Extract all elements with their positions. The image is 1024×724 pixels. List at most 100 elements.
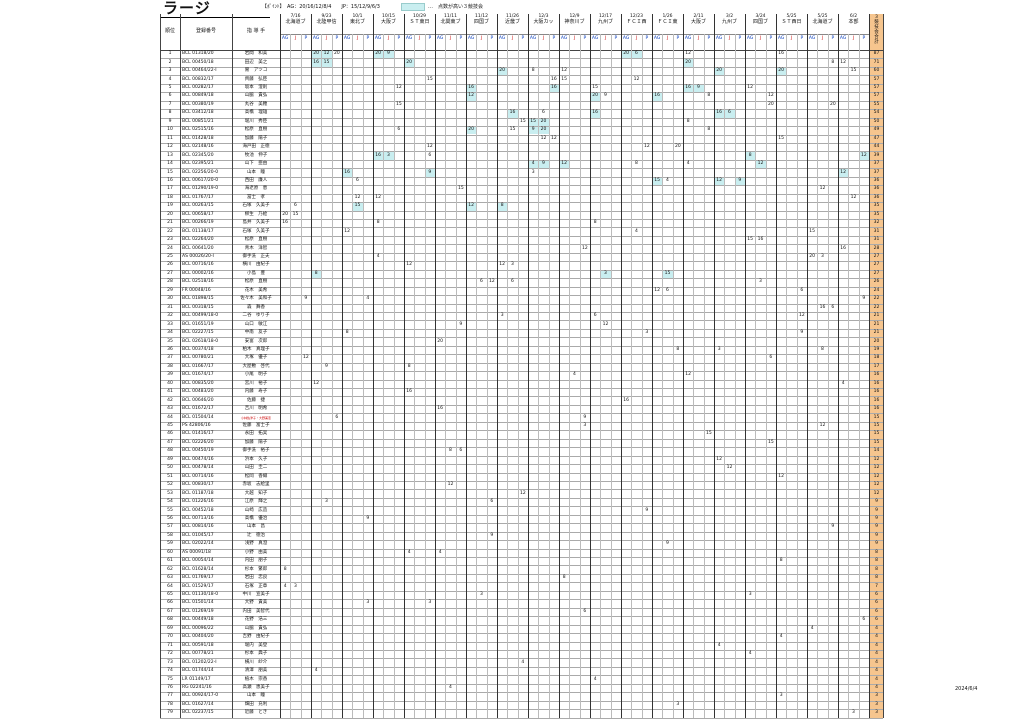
score-cell: 9	[542, 161, 545, 167]
handler-name-cell: 横川 紗介	[244, 659, 268, 665]
score-cell: 8	[635, 161, 638, 167]
score-cell: 12	[302, 355, 309, 361]
score-cell: 8	[531, 68, 535, 74]
rank-cell: 54	[167, 499, 173, 505]
comp-sub-ag: AG	[560, 36, 568, 41]
handler-name-cell: 赤坂 志絵里	[242, 482, 270, 488]
rank-cell: 38	[167, 363, 173, 369]
score-cell: 9	[459, 321, 463, 327]
subcol-rule	[507, 34, 508, 718]
score-cell: 8	[707, 127, 711, 133]
row-rule	[160, 700, 883, 702]
subcol-rule	[486, 34, 488, 718]
handler-name-cell: 山下 亜由	[244, 161, 268, 167]
total-cell: 44	[873, 144, 880, 150]
score-cell: 6	[769, 355, 773, 361]
comp-sub-p: P	[769, 36, 773, 41]
total-cell: 27	[873, 270, 880, 276]
rank-cell: 44	[167, 414, 173, 420]
reg-cell: BCL 01529/17	[182, 583, 214, 589]
subcol-rule	[352, 34, 353, 718]
score-cell: 6	[635, 51, 638, 57]
comp-sub-j: J	[294, 36, 297, 41]
comp-sub-p: P	[552, 36, 556, 41]
reg-cell: BCL 01744/14	[182, 668, 214, 674]
comp-venue: 北海道ブ	[285, 19, 306, 25]
total-cell: 21	[873, 330, 880, 336]
comp-venue: 大阪ブ	[690, 19, 706, 25]
subcol-rule	[817, 34, 818, 718]
row-rule	[160, 311, 883, 313]
score-cell: 15	[519, 118, 526, 124]
handler-name-cell: 吉川 明希	[244, 406, 268, 412]
rank-cell: 42	[167, 397, 173, 403]
reg-cell: BCL 01627/14	[182, 701, 214, 707]
row-rule	[160, 379, 883, 381]
reg-cell: BCL 02227/15	[182, 330, 214, 336]
reg-cell: BCL 02148/16	[182, 144, 214, 150]
subcol-rule	[300, 34, 302, 718]
total-cell: 60	[873, 68, 880, 74]
rank-cell: 55	[167, 507, 173, 513]
row-rule	[160, 176, 883, 178]
score-cell: 12	[561, 161, 568, 167]
total-cell: 28	[873, 245, 880, 251]
highlight-cell	[538, 126, 549, 135]
total-cell: 22	[873, 304, 880, 310]
reg-cell: BCL 01504/14	[182, 414, 214, 420]
col-rule	[621, 14, 622, 718]
rank-cell: 52	[167, 482, 173, 488]
total-cell: 16	[873, 380, 880, 386]
subcol-rule	[579, 34, 581, 718]
rank-cell: 34	[167, 330, 173, 336]
score-cell: 12	[643, 144, 650, 150]
row-rule	[160, 362, 883, 364]
rank-cell: 48	[167, 448, 173, 454]
score-cell: 9	[583, 414, 587, 420]
row-rule	[160, 497, 883, 499]
comp-venue: 四国ブ	[752, 19, 768, 25]
comp-venue: ＳＴ西日	[781, 19, 802, 25]
reg-cell: BCL 00617/20-0	[182, 177, 219, 183]
handler-name-cell: 大越 知子	[244, 490, 268, 496]
reg-cell: RG 02241/16	[182, 684, 212, 690]
handler-name-cell: 堀川 秀臣	[244, 118, 268, 124]
subcol-rule	[631, 34, 632, 718]
rank-cell: 39	[167, 372, 173, 378]
reg-cell: AS 00026/20-I	[182, 254, 214, 259]
handler-name-cell: 田辺 美之	[244, 59, 268, 65]
total-cell: 31	[873, 237, 880, 243]
handler-name-cell: 石塚 久美子	[242, 203, 270, 209]
score-cell: 16	[716, 110, 723, 116]
comp-sub-ag: AG	[808, 36, 816, 41]
total-cell: 37	[873, 161, 880, 167]
highlight-cell	[755, 159, 766, 169]
comp-sub-j: J	[418, 36, 421, 41]
score-cell: 20	[829, 101, 836, 107]
comp-date: 7/16	[290, 14, 301, 19]
rank-cell: 36	[167, 346, 173, 352]
reg-cell: BCL 00380/19	[182, 101, 214, 107]
highlight-cell	[466, 126, 477, 135]
handler-name-cell: 清澤 朋美	[244, 668, 268, 674]
total-cell: 8	[875, 566, 878, 572]
rank-cell: 53	[167, 490, 173, 496]
col-rule	[404, 14, 405, 718]
handler-name-cell: 植木 宗香	[244, 676, 268, 682]
row-rule	[160, 582, 883, 583]
comp-sub-p: P	[862, 36, 866, 41]
comp-sub-p: P	[304, 36, 308, 41]
highlight-cell	[662, 269, 673, 279]
score-cell: 6	[542, 110, 545, 116]
score-cell: 6	[862, 617, 866, 623]
reg-cell: BCL 00713/16	[182, 515, 214, 521]
comp-sub-p: P	[521, 36, 525, 41]
handler-name-cell: 冨士 孝	[247, 194, 265, 200]
score-cell: 16	[685, 85, 692, 90]
score-cell: 20	[685, 59, 692, 65]
highlight-cell	[311, 269, 322, 279]
total-cell: 9	[875, 524, 878, 530]
highlight-cell	[373, 151, 384, 160]
handler-name-cell: 佐々木 美和子	[240, 296, 272, 302]
total-cell: 27	[873, 262, 880, 268]
